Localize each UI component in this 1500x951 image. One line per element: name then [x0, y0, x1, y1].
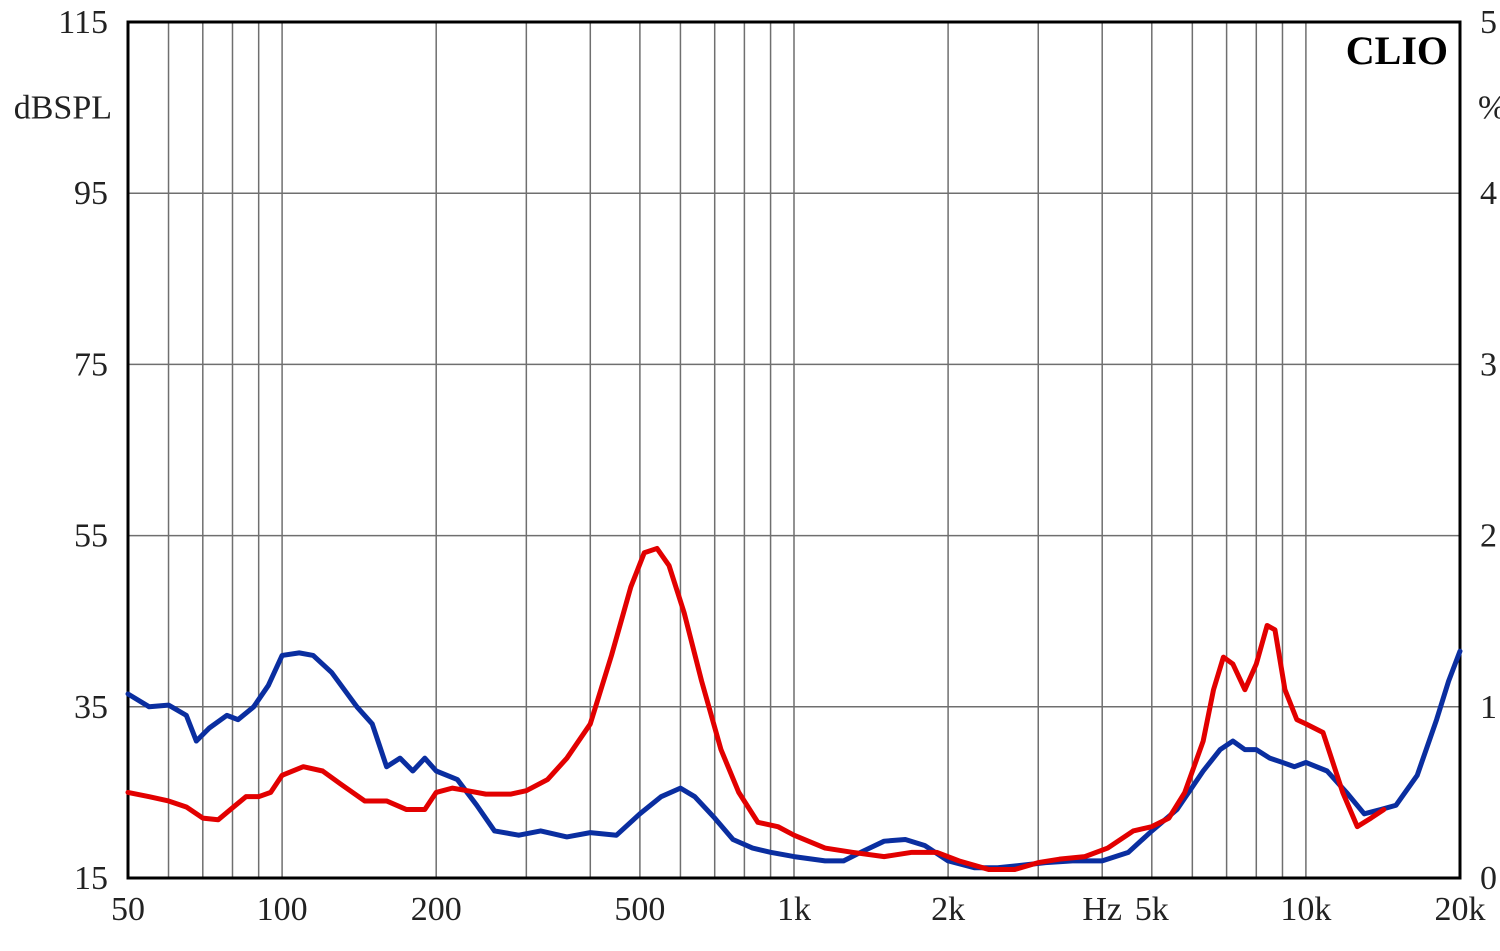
y-left-tick-label: 115: [58, 4, 108, 41]
y-right-tick-label: 3: [1480, 346, 1497, 383]
x-tick-label: 20k: [1435, 891, 1486, 928]
frequency-response-chart: 501002005001k2k5k10k20kHz1535557595115dB…: [0, 0, 1500, 951]
x-tick-label: 5k: [1135, 891, 1169, 928]
y-left-tick-label: 55: [74, 518, 108, 555]
x-tick-label: 2k: [931, 891, 965, 928]
x-tick-label: 1k: [777, 891, 811, 928]
y-left-tick-label: 75: [74, 346, 108, 383]
chart-canvas: 501002005001k2k5k10k20kHz1535557595115dB…: [0, 0, 1500, 951]
y-left-unit: dBSPL: [14, 90, 112, 127]
x-tick-label: 100: [257, 891, 308, 928]
x-tick-label: 50: [111, 891, 145, 928]
x-axis-unit: Hz: [1082, 891, 1122, 928]
brand-label: CLIO: [1346, 28, 1448, 73]
y-right-tick-label: 5: [1480, 4, 1497, 41]
y-right-tick-label: 4: [1480, 175, 1497, 212]
y-left-tick-label: 95: [74, 175, 108, 212]
y-right-tick-label: 2: [1480, 518, 1497, 555]
y-left-tick-label: 35: [74, 689, 108, 726]
y-right-tick-label: 0: [1480, 860, 1497, 897]
x-tick-label: 10k: [1280, 891, 1331, 928]
x-tick-label: 200: [411, 891, 462, 928]
y-left-tick-label: 15: [74, 860, 108, 897]
y-right-unit: %: [1478, 90, 1500, 127]
x-tick-label: 500: [614, 891, 665, 928]
y-right-tick-label: 1: [1480, 689, 1497, 726]
